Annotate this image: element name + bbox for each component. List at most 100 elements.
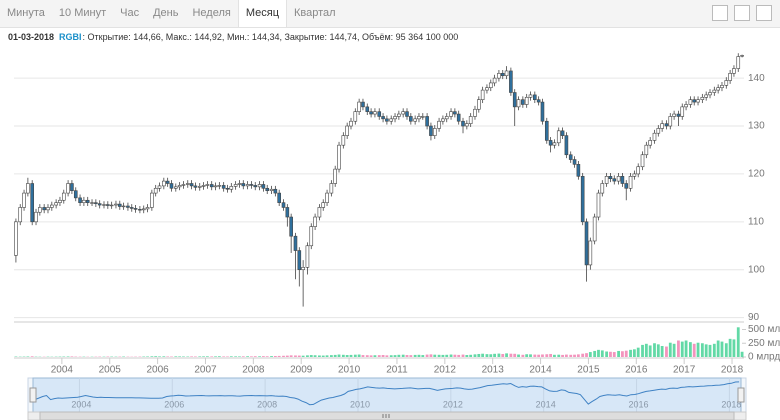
navigator-tick-label: 2018 [721, 399, 741, 409]
candle-body [485, 87, 489, 91]
volume-bar [313, 355, 317, 357]
candle-body [245, 184, 250, 187]
volume-bar [273, 356, 277, 357]
volume-bar [665, 346, 668, 357]
candle-body [509, 70, 513, 93]
volume-bar [345, 355, 349, 357]
candle-body [305, 245, 310, 268]
x-tick-label: 2010 [338, 365, 361, 376]
candle-body [257, 184, 262, 188]
candle-body [34, 211, 38, 223]
candle-body [417, 116, 421, 120]
candle-body [409, 116, 413, 122]
candle-body [680, 106, 685, 117]
volume-bar [605, 351, 609, 357]
volume-bar [413, 354, 417, 357]
volume-bar [357, 354, 361, 357]
navigator-handle[interactable] [737, 387, 745, 403]
candle-body [229, 186, 234, 190]
candle-body [373, 111, 377, 115]
tab[interactable]: Неделя [192, 7, 231, 19]
tab[interactable]: День [153, 7, 179, 19]
candle-body [540, 101, 545, 122]
tab[interactable]: Минута [7, 7, 45, 19]
candle-body [405, 111, 409, 117]
candle-body [153, 187, 158, 194]
y-tick-label: 140 [748, 73, 765, 84]
navigator-handle[interactable] [29, 387, 37, 403]
volume-bar [318, 355, 321, 357]
volume-bar [632, 349, 636, 357]
candle-body [656, 128, 661, 134]
candle-body [465, 123, 469, 127]
candle-body [261, 184, 266, 189]
candle-body [708, 92, 712, 96]
tab[interactable]: Квартал [294, 7, 336, 19]
volume-bar [704, 344, 708, 357]
volume-bar [557, 354, 561, 357]
volume-bar [321, 355, 325, 357]
volume-bar [636, 347, 640, 357]
volume-bar [585, 353, 588, 357]
candle-body [265, 187, 270, 191]
volume-bar [297, 355, 301, 357]
volume-bar [309, 355, 313, 357]
candle-body [441, 118, 445, 122]
volume-bar [708, 344, 712, 357]
candle-body [684, 104, 688, 108]
volume-bar [545, 354, 549, 357]
tab[interactable]: Час [120, 7, 140, 19]
volume-bar [246, 356, 249, 357]
candle-body [369, 111, 373, 115]
volume-bar [190, 356, 193, 357]
volume-bar [301, 355, 305, 357]
candle-body [492, 77, 497, 84]
x-tick-label: 2007 [194, 365, 217, 376]
candle-body [500, 73, 505, 77]
candle-body [600, 183, 605, 194]
candle-body [461, 120, 465, 127]
volume-bar [401, 354, 405, 357]
x-tick-label: 2004 [51, 365, 74, 376]
candle-body [692, 99, 697, 103]
volume-bar [629, 349, 632, 357]
area-icon[interactable] [734, 5, 750, 21]
x-tick-label: 2016 [625, 365, 648, 376]
volume-bar [489, 354, 493, 357]
y-tick-label: 110 [748, 216, 764, 227]
volume-bar [222, 356, 226, 357]
candle-body [596, 192, 601, 218]
candle-icon[interactable] [756, 5, 772, 21]
volume-bar [696, 342, 700, 357]
candle-body [477, 99, 481, 110]
line-icon[interactable] [712, 5, 728, 21]
candle-body [365, 106, 370, 112]
candle-body [676, 113, 681, 117]
candle-body [588, 240, 593, 266]
volume-bar [728, 338, 732, 357]
candle-body [150, 192, 154, 208]
candle-body [353, 111, 358, 122]
volume-bar [377, 355, 381, 357]
volume-bar [409, 355, 413, 357]
navigator-tick-label: 2008 [257, 399, 277, 409]
candle-body [205, 184, 210, 186]
volume-tick-label: 500 млрд [748, 324, 780, 335]
volume-bar [501, 353, 505, 357]
navigator-line [34, 381, 740, 406]
volume-bar [609, 351, 612, 357]
candle-body [720, 85, 724, 89]
tab[interactable]: 10 Минут [58, 7, 107, 19]
candle-body [58, 199, 62, 203]
volume-bar [677, 340, 680, 357]
candle-body [524, 96, 529, 105]
candle-body [556, 130, 561, 144]
volume-bar [294, 355, 297, 357]
volume-bar [174, 356, 178, 357]
tab-active[interactable]: Месяц [237, 0, 288, 27]
scrollbar-thumb[interactable] [39, 411, 735, 420]
volume-bar [162, 356, 166, 357]
candle-body [129, 207, 134, 209]
candle-body [285, 207, 290, 218]
